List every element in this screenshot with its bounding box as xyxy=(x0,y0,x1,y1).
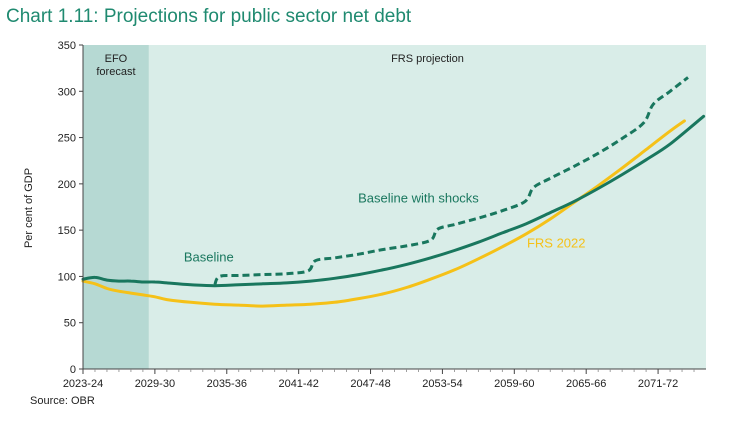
region-band-1 xyxy=(148,45,706,369)
series-line-1 xyxy=(81,114,706,288)
region-label-0-0: EFO xyxy=(105,53,128,65)
chart-title: Chart 1.11: Projections for public secto… xyxy=(6,6,412,27)
y-tick-label: 350 xyxy=(58,40,76,52)
region-label-0-1: forecast xyxy=(96,66,135,78)
x-tick-label: 2071-72 xyxy=(638,378,678,390)
x-tick-label: 2065-66 xyxy=(566,378,606,390)
x-tick-label: 2059-60 xyxy=(494,378,534,390)
x-tick-label: 2035-36 xyxy=(207,378,247,390)
x-tick-label: 2023-24 xyxy=(63,378,103,390)
y-axis-label: Per cent of GDP xyxy=(23,168,35,248)
series-annotation: Baseline xyxy=(184,250,234,265)
x-tick-label: 2047-48 xyxy=(350,378,390,390)
x-tick-label: 2029-30 xyxy=(135,378,175,390)
source-note: Source: OBR xyxy=(30,395,95,407)
y-tick-label: 300 xyxy=(58,86,76,98)
y-tick-label: 0 xyxy=(70,364,76,376)
series-annotation: Baseline with shocks xyxy=(358,190,479,205)
region-band-0 xyxy=(83,45,149,369)
y-tick-label: 50 xyxy=(64,318,76,330)
x-tick-label: 2053-54 xyxy=(422,378,462,390)
region-label-1-0: FRS projection xyxy=(391,53,464,65)
series-annotation: FRS 2022 xyxy=(527,236,586,251)
y-tick-label: 150 xyxy=(58,225,76,237)
y-tick-label: 200 xyxy=(58,179,76,191)
y-tick-label: 100 xyxy=(58,271,76,283)
x-tick-label: 2041-42 xyxy=(278,378,318,390)
series-line-0 xyxy=(213,76,689,286)
y-tick-label: 250 xyxy=(58,133,76,145)
